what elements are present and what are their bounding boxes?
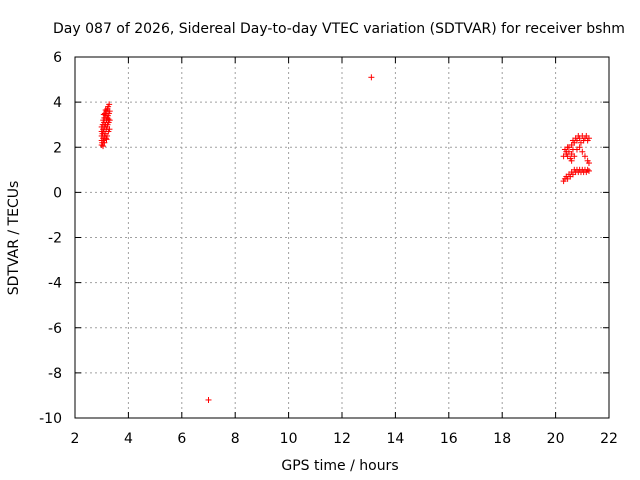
x-tick-label: 10	[280, 431, 298, 447]
data-point	[205, 396, 212, 403]
y-tick-label: -4	[48, 276, 62, 292]
grid	[75, 57, 609, 418]
plot-frame	[74, 56, 610, 419]
data-point	[581, 153, 588, 160]
data-point	[100, 111, 107, 118]
x-axis-label: GPS time / hours	[281, 458, 398, 474]
data-point	[585, 160, 592, 167]
data-point	[101, 139, 108, 146]
data-point	[100, 143, 107, 150]
data-point	[579, 148, 586, 155]
y-tick-label: -8	[48, 366, 62, 382]
data-point	[576, 144, 583, 151]
data-point	[584, 166, 591, 173]
y-axis-label: SDTVAR / TECUs	[6, 181, 22, 296]
y-tick-label: 0	[53, 185, 62, 201]
data-points	[98, 74, 592, 403]
data-point	[105, 116, 112, 123]
y-tick-label: 2	[53, 140, 62, 156]
data-point	[563, 148, 570, 155]
x-tick-label: 14	[386, 431, 404, 447]
data-point	[569, 146, 576, 153]
y-tick-label: -6	[48, 321, 62, 337]
data-point	[106, 101, 113, 108]
data-point	[103, 136, 110, 143]
x-tick-label: 6	[177, 431, 186, 447]
y-tick-label: 6	[53, 50, 62, 66]
y-tick-label: -10	[39, 411, 62, 427]
axis-tick-labels: 2 4 6 8 10 12 14 16 18 20 22 -10 -8 -6 -4 -2 0 2 4 6	[39, 50, 618, 447]
data-point	[106, 117, 113, 124]
x-tick-label: 18	[493, 431, 511, 447]
data-point	[585, 167, 592, 174]
x-tick-label: 22	[600, 431, 618, 447]
data-point	[565, 144, 572, 151]
data-point	[585, 135, 592, 142]
data-point	[102, 107, 109, 114]
x-tick-label: 2	[71, 431, 80, 447]
data-point	[564, 153, 571, 160]
data-point	[568, 151, 575, 158]
y-tick-label: -2	[48, 231, 62, 247]
x-tick-label: 20	[547, 431, 565, 447]
x-tick-label: 16	[440, 431, 458, 447]
data-point	[368, 74, 375, 81]
x-tick-label: 12	[333, 431, 351, 447]
x-tick-label: 8	[231, 431, 240, 447]
chart-title: Day 087 of 2026, Sidereal Day-to-day VTE…	[53, 21, 625, 37]
data-point	[106, 126, 113, 133]
x-tick-label: 4	[124, 431, 133, 447]
data-point	[104, 132, 111, 139]
y-tick-label: 4	[53, 95, 62, 111]
data-point	[106, 108, 113, 115]
data-point	[568, 157, 575, 164]
